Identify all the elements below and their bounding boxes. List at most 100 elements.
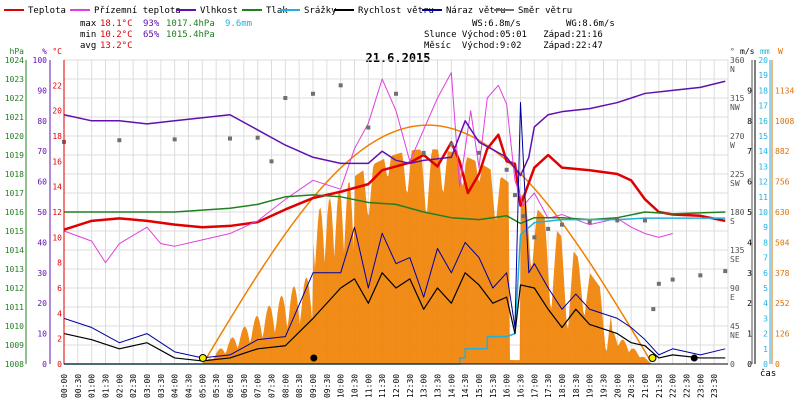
series-sm-r-v-tru-point <box>560 222 564 227</box>
rain-tick-label: 0 <box>763 360 768 369</box>
pressure-tick-label: 1015 <box>5 227 24 236</box>
x-tick-label: 01:30 <box>102 374 111 398</box>
x-tick-label: 23:30 <box>710 374 719 398</box>
x-tick-label: 00:30 <box>74 374 83 398</box>
temperature-tick-label: 2 <box>57 335 62 344</box>
series-sr-ky-line <box>64 217 726 365</box>
x-tick-label: 19:30 <box>600 374 609 398</box>
pressure-tick-label: 1016 <box>5 208 24 217</box>
x-tick-label: 08:30 <box>295 374 304 398</box>
series-sm-r-v-tru-point <box>532 235 537 240</box>
stat-ws: WS:6.8m/s <box>472 19 521 29</box>
stat-avg-label: avg <box>80 41 96 51</box>
direction-tick-label: 135 <box>730 246 745 255</box>
stat-max-label: max <box>80 19 97 29</box>
chart-title: 21.6.2015 <box>365 51 430 65</box>
direction-tick-name: N <box>730 65 735 74</box>
solar-envelope-line <box>202 124 652 365</box>
humidity-tick-label: 10 <box>37 330 47 339</box>
legend-label: Směr větru <box>518 6 572 16</box>
series-sm-r-v-tru-point <box>651 307 656 312</box>
direction-tick-name: SE <box>730 255 740 264</box>
humidity-tick-label: 0 <box>42 360 47 369</box>
series-vlhkost-line <box>63 80 726 177</box>
x-tick-label: 16:30 <box>517 374 526 398</box>
temperature-tick-label: 16 <box>52 157 62 166</box>
x-tick-label: 09:00 <box>309 374 318 398</box>
series-sm-r-v-tru-point <box>512 193 517 198</box>
direction-tick-label: 90 <box>730 284 740 293</box>
sunrise-marker <box>198 354 207 362</box>
direction-tick-label: 270 <box>730 132 745 141</box>
x-tick-label: 07:30 <box>268 374 277 398</box>
humidity-tick-label: 80 <box>37 117 47 126</box>
x-tick-label: 02:30 <box>129 374 138 398</box>
x-tick-label: 05:30 <box>212 374 221 398</box>
series-sm-r-v-tru-point <box>269 159 274 164</box>
rain-tick-label: 15 <box>758 132 768 141</box>
rain-tick-label: 2 <box>763 330 768 339</box>
pressure-tick-label: 1014 <box>5 246 24 255</box>
x-tick-label: 20:00 <box>613 374 622 398</box>
x-tick-label: 13:30 <box>434 374 443 398</box>
solar-tick-label: 378 <box>775 269 790 278</box>
humidity-tick-label: 70 <box>37 147 47 156</box>
series-sm-r-v-tru-point <box>228 136 232 141</box>
stat-moon: Měsíc Východ:9:02 Západ:22:47 <box>424 41 603 51</box>
legend-label: Srážky <box>304 6 337 16</box>
x-tick-label: 18:30 <box>572 374 581 398</box>
direction-tick-name: SW <box>730 179 740 188</box>
direction-axis-unit: ° <box>730 47 735 56</box>
x-tick-label: 01:00 <box>88 374 97 398</box>
x-tick-label: 00:00 <box>60 374 69 398</box>
x-tick-label: 15:00 <box>475 374 484 398</box>
series-sm-r-v-tru-point <box>670 277 675 282</box>
rain-tick-label: 3 <box>763 314 768 323</box>
series-p-zemn-teplota-line <box>63 72 673 264</box>
rain-tick-label: 19 <box>758 71 768 80</box>
series-sm-r-v-tru-point <box>449 142 454 147</box>
stats-block: max 18.1°C 93% 1017.4hPa 9.6mm min 10.2°… <box>80 19 615 51</box>
temperature-axis-unit: °C <box>52 47 62 56</box>
rain-tick-label: 7 <box>763 254 768 263</box>
wind-tick-label: 8 <box>747 117 752 126</box>
x-tick-label: 06:00 <box>226 374 235 398</box>
x-tick-label: 06:30 <box>240 374 249 398</box>
temperature-tick-label: 18 <box>52 132 62 141</box>
x-tick-label: 13:00 <box>420 374 429 398</box>
rain-axis-unit: mm <box>760 47 770 56</box>
stat-min-label: min <box>80 30 96 40</box>
humidity-tick-label: 50 <box>37 208 47 217</box>
stat-max-press: 1017.4hPa <box>166 19 215 29</box>
x-tick-label: 16:00 <box>503 374 512 398</box>
rain-tick-label: 13 <box>758 162 768 171</box>
x-tick-label: 14:30 <box>461 374 470 398</box>
x-tick-label: 09:30 <box>323 374 332 398</box>
x-tick-label: 19:00 <box>586 374 595 398</box>
solar-tick-label: 126 <box>775 330 790 339</box>
rain-tick-label: 1 <box>763 345 768 354</box>
direction-tick-label: 225 <box>730 170 745 179</box>
humidity-tick-label: 60 <box>37 178 47 187</box>
stat-max-hum: 93% <box>143 19 160 29</box>
temperature-tick-label: 4 <box>57 309 62 318</box>
solar-tick-label: 252 <box>775 299 790 308</box>
series-sm-r-v-tru-point <box>338 83 343 88</box>
x-tick-label: 20:30 <box>627 374 636 398</box>
x-tick-label: 22:30 <box>683 374 692 398</box>
moonrise-marker <box>310 354 318 362</box>
legend-label: Teplota <box>28 6 66 16</box>
wind-axis-unit: m/s <box>740 47 755 56</box>
legend-label: Vlhkost <box>200 6 238 16</box>
solar-fill <box>202 149 653 364</box>
direction-tick-label: 45 <box>730 322 740 331</box>
x-tick-label: 04:30 <box>185 374 194 398</box>
direction-tick-label: 0 <box>730 360 735 369</box>
x-tick-label: 03:30 <box>157 374 166 398</box>
series-sm-r-v-tru-point <box>366 125 371 130</box>
pressure-tick-label: 1019 <box>5 151 24 160</box>
solar-area <box>202 124 653 365</box>
wind-tick-label: 3 <box>747 269 752 278</box>
series-sm-r-v-tru-point <box>255 135 260 140</box>
humidity-tick-label: 40 <box>37 238 47 247</box>
